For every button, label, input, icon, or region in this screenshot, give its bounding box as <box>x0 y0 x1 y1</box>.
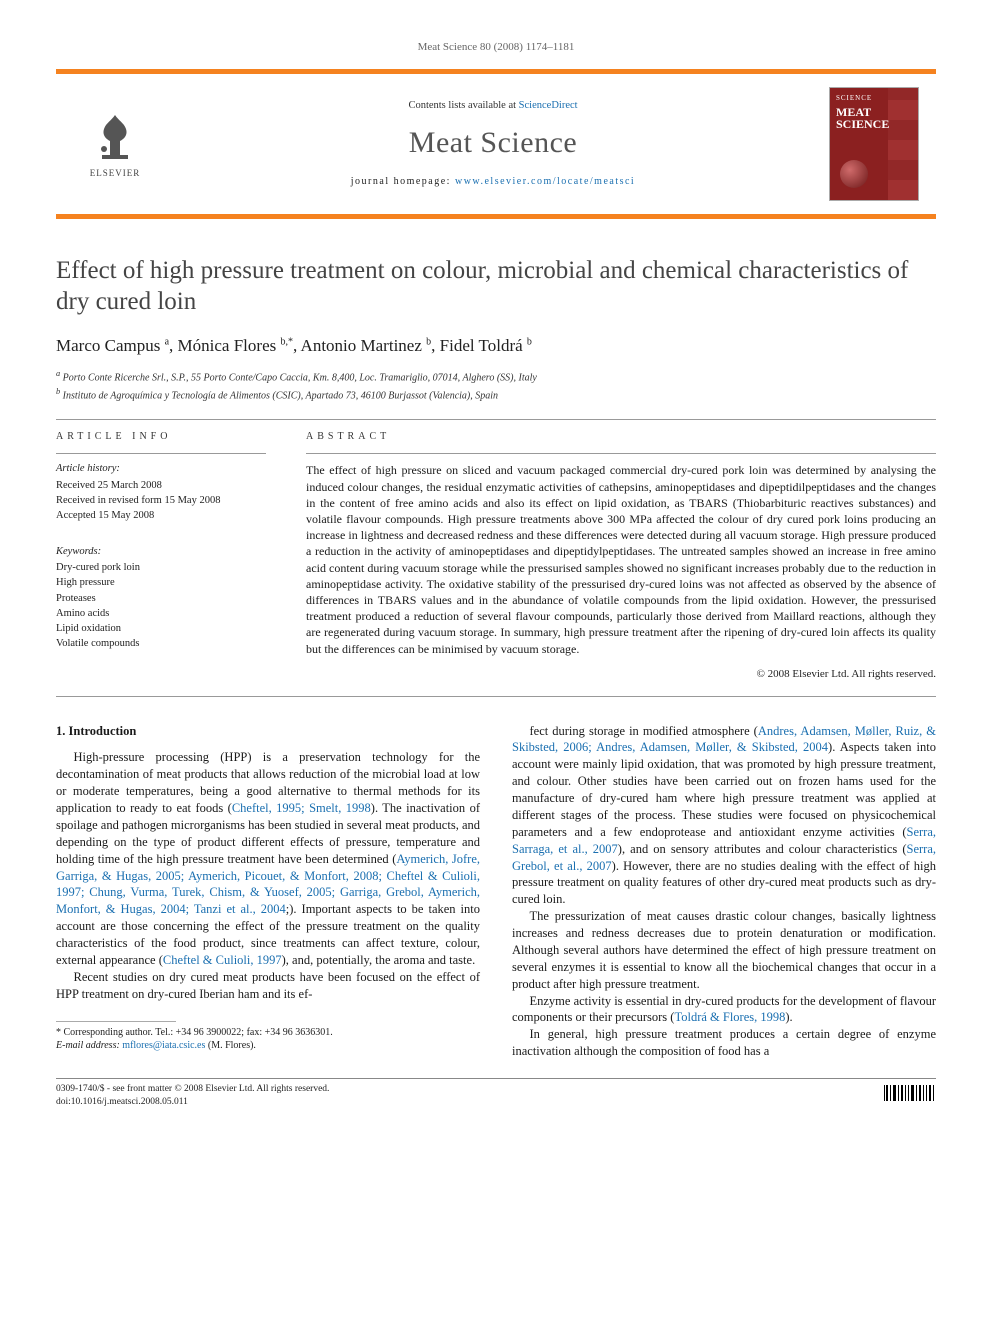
paragraph: Recent studies on dry cured meat product… <box>56 969 480 1003</box>
affiliations: a Porto Conte Ricerche Srl., S.P., 55 Po… <box>56 368 936 403</box>
rule-info <box>56 453 266 454</box>
copyright-line: © 2008 Elsevier Ltd. All rights reserved… <box>306 667 936 682</box>
section-title: Introduction <box>69 724 137 738</box>
section-number: 1. <box>56 724 65 738</box>
rule-top <box>56 419 936 420</box>
contents-prefix: Contents lists available at <box>408 100 518 111</box>
author: Mónica Flores b,* <box>178 336 293 355</box>
keyword-item: Volatile compounds <box>56 637 266 651</box>
page-footer: 0309-1740/$ - see front matter © 2008 El… <box>56 1078 936 1109</box>
citation-link[interactable]: Cheftel, 1995; Smelt, 1998 <box>232 801 371 815</box>
abstract-block: ABSTRACT The effect of high pressure on … <box>306 430 936 682</box>
rule-bottom <box>56 696 936 697</box>
abstract-head: ABSTRACT <box>306 430 936 444</box>
cover-title-line2: SCIENCE <box>836 118 889 131</box>
keywords-label: Keywords: <box>56 545 266 559</box>
author-aff-marker: b <box>527 337 532 348</box>
running-head: Meat Science 80 (2008) 1174–1181 <box>56 40 936 55</box>
paragraph: Enzyme activity is essential in dry-cure… <box>512 993 936 1027</box>
rule-abstract <box>306 453 936 454</box>
paragraph: High-pressure processing (HPP) is a pres… <box>56 749 480 968</box>
footer-right <box>882 1083 936 1109</box>
corresponding-text: * Corresponding author. Tel.: +34 96 390… <box>56 1026 480 1040</box>
history-label: Article history: <box>56 462 266 476</box>
author-aff-marker: a <box>165 337 169 348</box>
journal-name: Meat Science <box>160 123 826 164</box>
publisher-logo-block: ELSEVIER <box>70 100 160 188</box>
citation-link[interactable]: Aymerich, Jofre, Garriga, & Hugas, 2005;… <box>56 852 480 917</box>
paragraph: fect during storage in modified atmosphe… <box>512 723 936 909</box>
footnote-rule <box>56 1021 176 1022</box>
author: Marco Campus a <box>56 336 169 355</box>
article-info-head: ARTICLE INFO <box>56 430 266 444</box>
email-label: E-mail address: <box>56 1040 120 1051</box>
affiliation: b Instituto de Agroquímica y Tecnología … <box>56 386 936 403</box>
contents-line: Contents lists available at ScienceDirec… <box>160 99 826 113</box>
author-aff-marker: b <box>426 337 431 348</box>
cover-art-icon <box>840 160 868 188</box>
cover-top-label: SCIENCE <box>836 94 872 103</box>
article-title: Effect of high pressure treatment on col… <box>56 255 936 318</box>
corresponding-footnote: * Corresponding author. Tel.: +34 96 390… <box>56 1026 480 1053</box>
footer-left: 0309-1740/$ - see front matter © 2008 El… <box>56 1083 329 1109</box>
column-left: 1. Introduction High-pressure processing… <box>56 723 480 1061</box>
citation-link[interactable]: Serra, Sarraga, et al., 2007 <box>512 825 936 856</box>
paragraph: The pressurization of meat causes drasti… <box>512 908 936 992</box>
author: Antonio Martinez b <box>301 336 432 355</box>
journal-banner: ELSEVIER Contents lists available at Sci… <box>56 69 936 219</box>
citation-link[interactable]: Cheftel & Culioli, 1997 <box>163 953 282 967</box>
body-columns: 1. Introduction High-pressure processing… <box>56 723 936 1061</box>
elsevier-tree-icon <box>88 109 142 163</box>
section-heading: 1. Introduction <box>56 723 480 740</box>
abstract-text: The effect of high pressure on sliced an… <box>306 462 936 656</box>
homepage-url[interactable]: www.elsevier.com/locate/meatsci <box>455 176 635 187</box>
history-item: Received in revised form 15 May 2008 <box>56 494 266 508</box>
affiliation: a Porto Conte Ricerche Srl., S.P., 55 Po… <box>56 368 936 385</box>
email-link[interactable]: mflores@iata.csic.es <box>122 1040 205 1051</box>
barcode-icon <box>882 1083 936 1103</box>
author-aff-marker: b,* <box>280 337 293 348</box>
author: Fidel Toldrá b <box>440 336 532 355</box>
email-who: (M. Flores). <box>208 1040 256 1051</box>
citation-link[interactable]: Toldrá & Flores, 1998 <box>674 1010 785 1024</box>
history-item: Accepted 15 May 2008 <box>56 509 266 523</box>
footer-issn-line: 0309-1740/$ - see front matter © 2008 El… <box>56 1083 329 1096</box>
keyword-item: Dry-cured pork loin <box>56 561 266 575</box>
history-item: Received 25 March 2008 <box>56 479 266 493</box>
keyword-item: Lipid oxidation <box>56 622 266 636</box>
journal-cover-thumb: SCIENCE MEAT SCIENCE <box>830 88 918 200</box>
author-list: Marco Campus a, Mónica Flores b,*, Anton… <box>56 335 936 358</box>
citation-link[interactable]: Andres, Adamsen, Møller, Ruiz, & Skibste… <box>512 724 936 755</box>
column-right: fect during storage in modified atmosphe… <box>512 723 936 1061</box>
keyword-item: Amino acids <box>56 607 266 621</box>
paragraph: In general, high pressure treatment prod… <box>512 1026 936 1060</box>
keyword-item: Proteases <box>56 592 266 606</box>
homepage-line: journal homepage: www.elsevier.com/locat… <box>160 175 826 189</box>
footer-doi-line: doi:10.1016/j.meatsci.2008.05.011 <box>56 1096 329 1109</box>
sciencedirect-link[interactable]: ScienceDirect <box>519 100 578 111</box>
homepage-prefix: journal homepage: <box>351 176 455 187</box>
keyword-item: High pressure <box>56 576 266 590</box>
article-info-block: ARTICLE INFO Article history: Received 2… <box>56 430 266 682</box>
publisher-label: ELSEVIER <box>90 167 141 179</box>
